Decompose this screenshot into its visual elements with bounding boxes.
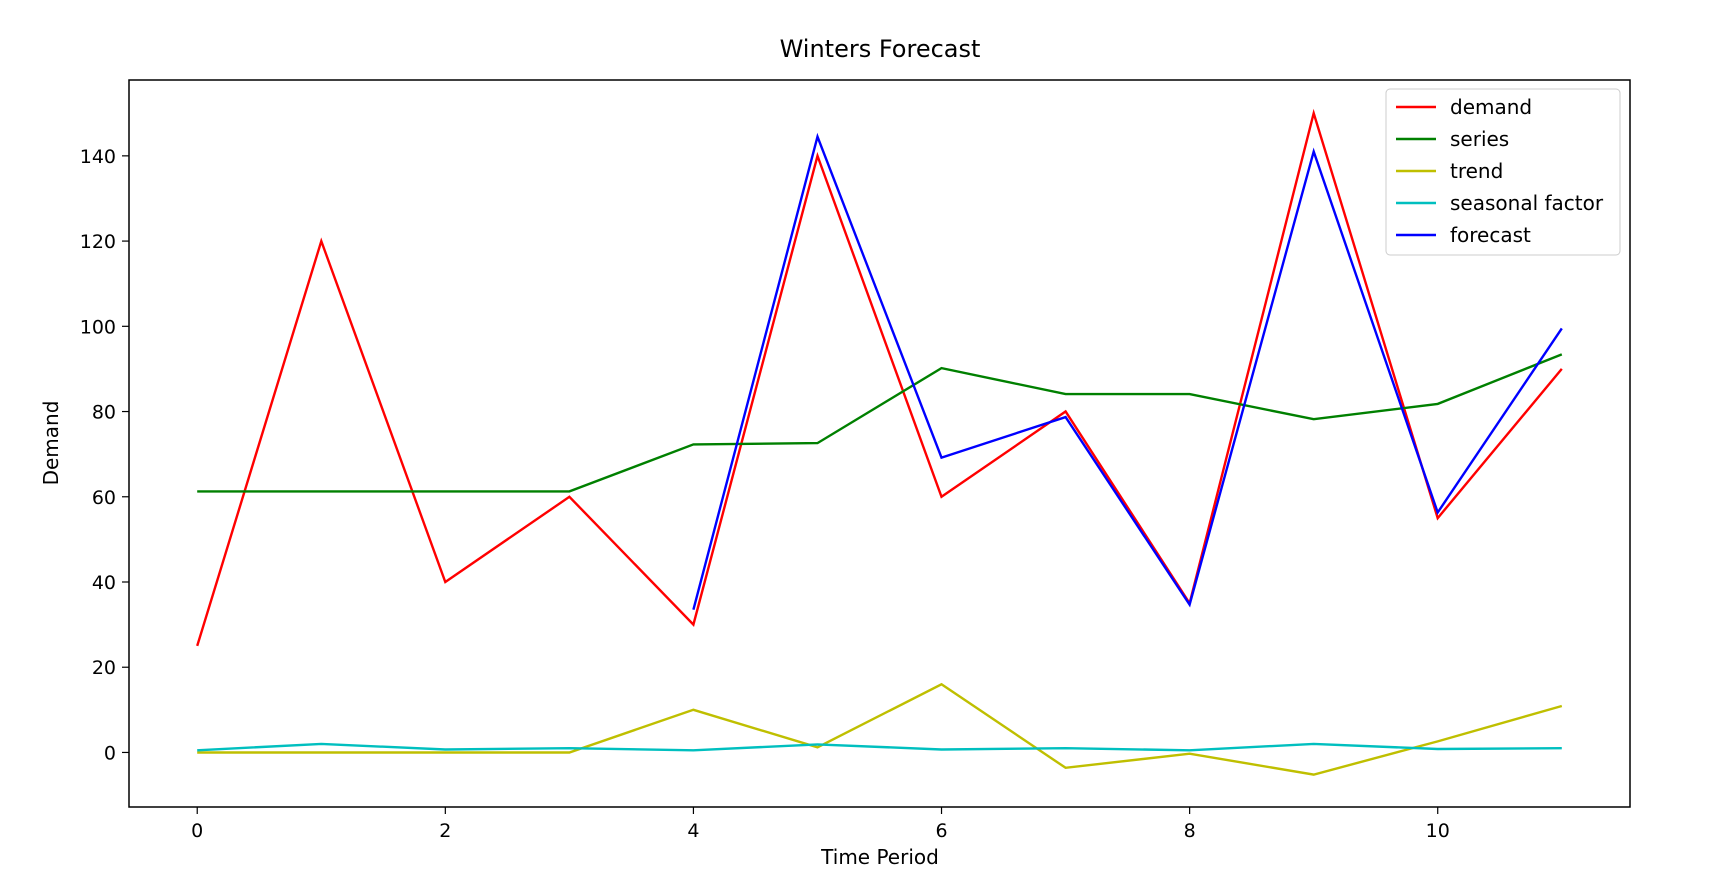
y-tick-label: 120 <box>80 231 116 253</box>
legend-label: forecast <box>1450 223 1531 247</box>
y-tick-label: 60 <box>92 487 116 509</box>
series-line-forecast <box>692 132 1563 611</box>
series-lines <box>196 108 1563 776</box>
series-line-seasonal-factor <box>197 742 1562 752</box>
x-tick-label: 0 <box>191 820 203 842</box>
legend-label: seasonal factor <box>1450 191 1604 215</box>
x-axis-label: Time Period <box>820 845 939 869</box>
legend-label: demand <box>1450 95 1532 119</box>
y-tick-label: 140 <box>80 146 116 168</box>
x-tick-label: 2 <box>439 820 451 842</box>
y-tick-label: 20 <box>92 657 116 679</box>
series-line-series <box>197 353 1563 493</box>
y-tick-label: 100 <box>80 316 116 338</box>
series-line-trend <box>197 682 1563 776</box>
y-tick-label: 80 <box>92 402 116 424</box>
x-tick-label: 8 <box>1184 820 1196 842</box>
legend-box <box>1385 88 1621 256</box>
x-tick-label: 6 <box>935 820 947 842</box>
y-tick-label: 0 <box>104 742 116 764</box>
legend: demand series trend seasonal factor forecast <box>1385 88 1621 256</box>
x-tick-label: 4 <box>687 820 699 842</box>
series-line-demand <box>196 108 1563 647</box>
y-tick-label: 40 <box>92 572 116 594</box>
y-axis-label: Demand <box>39 401 63 486</box>
plot-frame <box>128 79 1631 808</box>
legend-label: series <box>1450 127 1509 151</box>
legend-label: trend <box>1450 159 1503 183</box>
chart-title: Winters Forecast <box>780 35 981 63</box>
x-tick-label: 10 <box>1426 820 1450 842</box>
